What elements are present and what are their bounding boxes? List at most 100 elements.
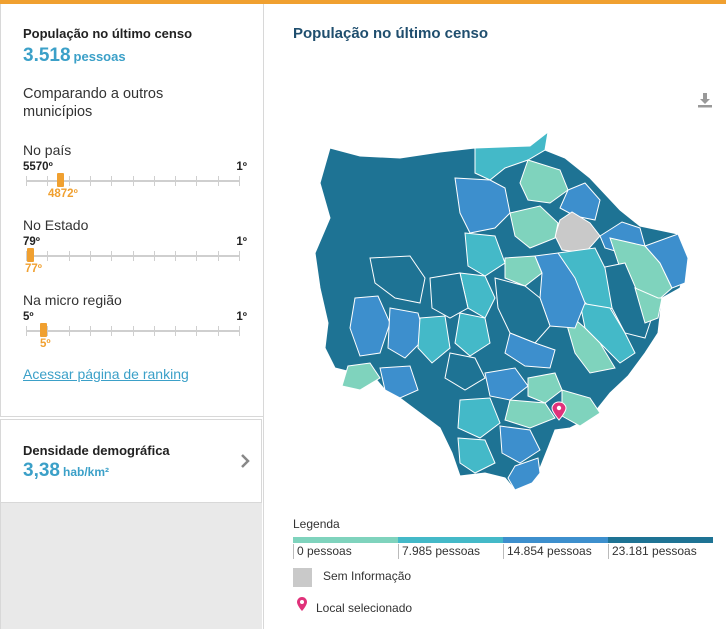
region (504, 332, 556, 369)
ranking-tick (111, 326, 113, 336)
legend-title: Legenda (293, 517, 340, 531)
ranking-tick (132, 176, 134, 186)
accent-top-bar (0, 0, 726, 4)
legend-label: 14.854 pessoas (503, 544, 592, 559)
region (559, 182, 601, 221)
region (634, 287, 663, 324)
region (464, 232, 506, 277)
ranking-tick (196, 326, 198, 336)
ranking-tick (196, 251, 198, 261)
ranking-track (26, 176, 240, 186)
ranking-label: Na micro região (23, 292, 122, 308)
ranking-tick (26, 326, 27, 336)
ranking-tick (175, 326, 177, 336)
ranking-tick (217, 251, 219, 261)
ranking-position: 5º (40, 338, 51, 350)
ranking-tick (239, 251, 240, 261)
region (349, 295, 391, 357)
region (509, 205, 559, 249)
population-title: População no último censo (23, 26, 193, 41)
legend-label: 23.181 pessoas (608, 544, 697, 559)
ranking-track (26, 251, 240, 261)
region (494, 277, 551, 344)
region (379, 365, 419, 399)
ranking-country: No país 5570º 1º 4872º (23, 142, 247, 212)
population-panel: População no último censo 3.518 pessoas C… (0, 4, 264, 417)
legend-bar-class4 (608, 537, 713, 543)
ranking-tick (175, 176, 177, 186)
ranking-label: No país (23, 142, 72, 158)
download-icon[interactable] (697, 92, 713, 108)
region (429, 272, 469, 319)
ranking-max: 5570º (23, 161, 53, 173)
ranking-tick (47, 176, 49, 186)
region (599, 262, 656, 339)
ranking-state: No Estado 79º 1º 77º (23, 217, 247, 287)
region (644, 233, 689, 289)
ranking-tick (239, 326, 240, 336)
ranking-tick (111, 251, 113, 261)
population-number: 3.518 (23, 45, 71, 66)
region (369, 255, 426, 304)
ranking-tick (26, 176, 27, 186)
legend-bar-class1 (293, 537, 398, 543)
empty-panel (0, 503, 262, 629)
population-unit: pessoas (73, 49, 126, 64)
ranking-tick (175, 251, 177, 261)
region (417, 315, 451, 364)
ranking-label: No Estado (23, 217, 89, 233)
region (504, 255, 543, 287)
comparison-heading: Comparando a outros municípios (23, 86, 164, 120)
ranking-min: 1º (236, 311, 247, 323)
ranking-min: 1º (236, 161, 247, 173)
density-panel[interactable]: Densidade demográfica 3,38 hab/km² (0, 419, 262, 503)
ranking-tick (196, 176, 198, 186)
no-info-swatch (293, 568, 312, 587)
ranking-tick (111, 176, 113, 186)
ranking-tick (153, 326, 155, 336)
region (519, 159, 569, 204)
map-pin-icon (297, 597, 307, 611)
region (457, 437, 496, 474)
ranking-tick (132, 326, 134, 336)
region (387, 307, 426, 359)
region (554, 211, 601, 254)
region (484, 367, 529, 401)
ranking-microregion: Na micro região 5º 1º 5º (23, 292, 247, 362)
ranking-position: 4872º (48, 188, 78, 200)
population-value: 3.518 pessoas (23, 45, 126, 67)
region (454, 177, 511, 234)
density-value: 3,38 hab/km² (23, 460, 109, 482)
ranking-max: 5º (23, 311, 34, 323)
municipality-map (314, 130, 689, 491)
ranking-tick (68, 176, 70, 186)
region (341, 362, 381, 391)
ranking-tick (89, 326, 91, 336)
ranking-track (26, 326, 240, 336)
ranking-tick (68, 251, 70, 261)
ranking-tick (132, 251, 134, 261)
ranking-tick (26, 251, 27, 261)
region (527, 372, 563, 404)
legend-label: 0 pessoas (293, 544, 352, 559)
region (504, 399, 556, 429)
ranking-marker (40, 323, 47, 337)
no-info-label: Sem Informação (323, 569, 412, 583)
legend-bar-class2 (398, 537, 503, 543)
legend-label: 7.985 pessoas (398, 544, 480, 559)
region (454, 312, 491, 357)
density-unit: hab/km² (62, 465, 109, 479)
ranking-tick (68, 326, 70, 336)
map-title: População no último censo (293, 25, 489, 42)
ranking-tick (217, 176, 219, 186)
selected-location-pin[interactable] (551, 401, 567, 421)
ranking-tick (239, 176, 240, 186)
ranking-page-link[interactable]: Acessar página de ranking (23, 366, 189, 382)
ranking-tick (89, 251, 91, 261)
region (457, 397, 501, 439)
density-title: Densidade demográfica (23, 443, 170, 458)
ranking-marker (27, 248, 34, 262)
chevron-right-icon[interactable] (239, 452, 251, 470)
ranking-max: 79º (23, 236, 40, 248)
region (534, 252, 586, 329)
